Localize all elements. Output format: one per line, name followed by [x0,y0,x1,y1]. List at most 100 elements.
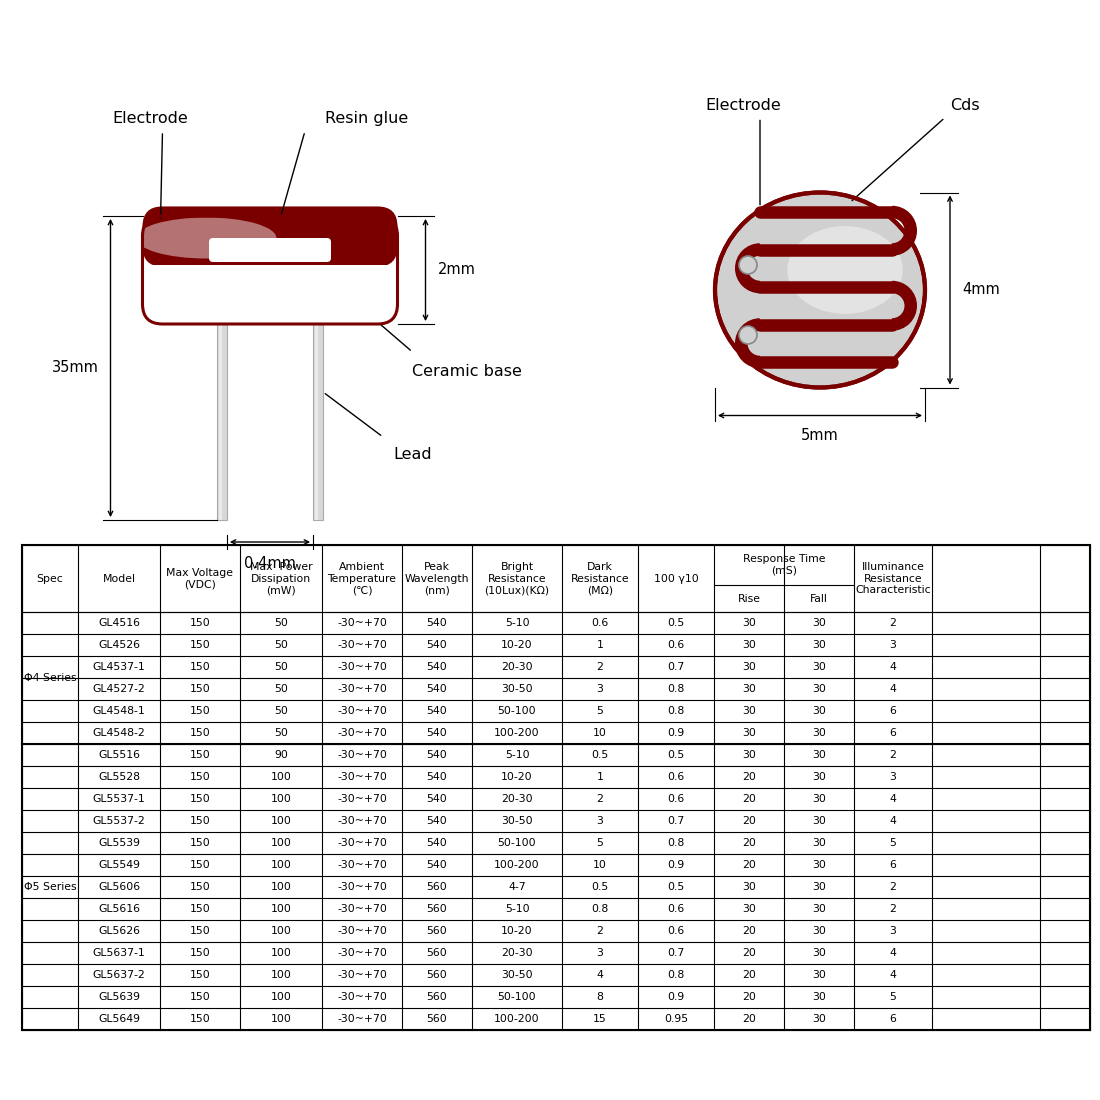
Bar [219,324,222,520]
Text: Ambient
Temperature
(℃): Ambient Temperature (℃) [328,562,396,595]
Text: 50-100: 50-100 [497,992,537,1002]
Text: 50: 50 [274,640,288,650]
Text: 150: 150 [189,706,210,716]
Text: GL5528: GL5528 [98,772,140,782]
Text: -30~+70: -30~+70 [337,882,387,892]
Text: 30-50: 30-50 [502,684,532,694]
Text: Max Voltage
(VDC): Max Voltage (VDC) [166,568,233,590]
Text: Resin glue: Resin glue [324,111,408,126]
Text: 1: 1 [596,772,604,782]
Text: 10: 10 [593,728,607,738]
Text: 100: 100 [271,838,292,848]
Text: 100: 100 [271,926,292,936]
Text: Spec: Spec [36,573,64,583]
Text: 30: 30 [742,728,756,738]
Text: 10-20: 10-20 [502,640,532,650]
Text: 2: 2 [890,882,896,892]
Circle shape [739,326,757,344]
Text: -30~+70: -30~+70 [337,618,387,628]
Text: 100: 100 [271,882,292,892]
Text: -30~+70: -30~+70 [337,926,387,936]
Text: 150: 150 [189,640,210,650]
Text: 30: 30 [812,882,826,892]
Text: 100: 100 [271,992,292,1002]
Text: 0.6: 0.6 [668,772,684,782]
Text: GL4548-1: GL4548-1 [92,706,145,716]
Text: 0.5: 0.5 [668,618,684,628]
Text: 100: 100 [271,1014,292,1024]
Text: 540: 540 [427,838,448,848]
Text: GL5539: GL5539 [98,838,140,848]
Text: 5: 5 [596,706,604,716]
Text: 20: 20 [742,794,756,804]
Text: 3: 3 [596,948,604,958]
Text: GL5516: GL5516 [98,750,140,760]
Text: 30: 30 [812,838,826,848]
Text: 6: 6 [890,728,896,738]
Text: 2: 2 [596,662,604,672]
Text: 0.9: 0.9 [668,992,684,1002]
Bar [217,324,227,520]
Text: 10: 10 [593,860,607,870]
Text: 560: 560 [427,948,448,958]
Text: -30~+70: -30~+70 [337,904,387,914]
Text: 20: 20 [742,816,756,826]
Text: Ceramic base: Ceramic base [412,364,522,380]
Text: 540: 540 [427,640,448,650]
Text: GL5549: GL5549 [98,860,140,870]
Text: Illuminance
Resistance
Characteristic: Illuminance Resistance Characteristic [855,562,931,595]
Text: 2: 2 [890,750,896,760]
Bar [314,324,323,520]
Text: 20-30: 20-30 [502,794,532,804]
Text: 0.6: 0.6 [668,640,684,650]
Text: 560: 560 [427,970,448,980]
Text: 6: 6 [890,1014,896,1024]
Text: Electrode: Electrode [705,98,781,112]
Text: Electrode: Electrode [112,111,188,126]
Text: 150: 150 [189,882,210,892]
Text: Φ4 Series: Φ4 Series [24,673,76,683]
FancyBboxPatch shape [143,216,397,324]
Text: 100: 100 [271,970,292,980]
Text: 540: 540 [427,860,448,870]
Text: 0.6: 0.6 [668,904,684,914]
Text: 30: 30 [812,926,826,936]
Text: 540: 540 [427,684,448,694]
Text: 5: 5 [890,838,896,848]
Text: 5-10: 5-10 [505,904,529,914]
Text: 540: 540 [427,794,448,804]
Text: 50: 50 [274,662,288,672]
Text: 100: 100 [271,860,292,870]
Text: 10-20: 10-20 [502,926,532,936]
Text: 0.6: 0.6 [668,926,684,936]
Text: 3: 3 [596,684,604,694]
Text: 50-100: 50-100 [497,838,537,848]
Text: GL4537-1: GL4537-1 [92,662,145,672]
Text: 20-30: 20-30 [502,948,532,958]
Text: 50: 50 [274,728,288,738]
Text: 5: 5 [890,992,896,1002]
Text: 20: 20 [742,926,756,936]
Text: Model: Model [102,573,135,583]
Text: -30~+70: -30~+70 [337,860,387,870]
Text: 30: 30 [812,948,826,958]
Text: 2: 2 [596,794,604,804]
Text: 100: 100 [271,816,292,826]
Text: 20: 20 [742,860,756,870]
Text: GL5537-2: GL5537-2 [92,816,145,826]
Text: 560: 560 [427,882,448,892]
Text: GL4516: GL4516 [98,618,140,628]
Text: -30~+70: -30~+70 [337,948,387,958]
Text: 5-10: 5-10 [505,750,529,760]
Text: -30~+70: -30~+70 [337,772,387,782]
Text: Lead: Lead [393,447,431,462]
Text: 150: 150 [189,794,210,804]
Text: 150: 150 [189,838,210,848]
Text: Cds: Cds [950,98,980,112]
Text: 540: 540 [427,618,448,628]
Text: -30~+70: -30~+70 [337,970,387,980]
Text: -30~+70: -30~+70 [337,750,387,760]
Text: 8: 8 [596,992,604,1002]
Text: 30: 30 [812,706,826,716]
Text: 0.7: 0.7 [668,816,684,826]
